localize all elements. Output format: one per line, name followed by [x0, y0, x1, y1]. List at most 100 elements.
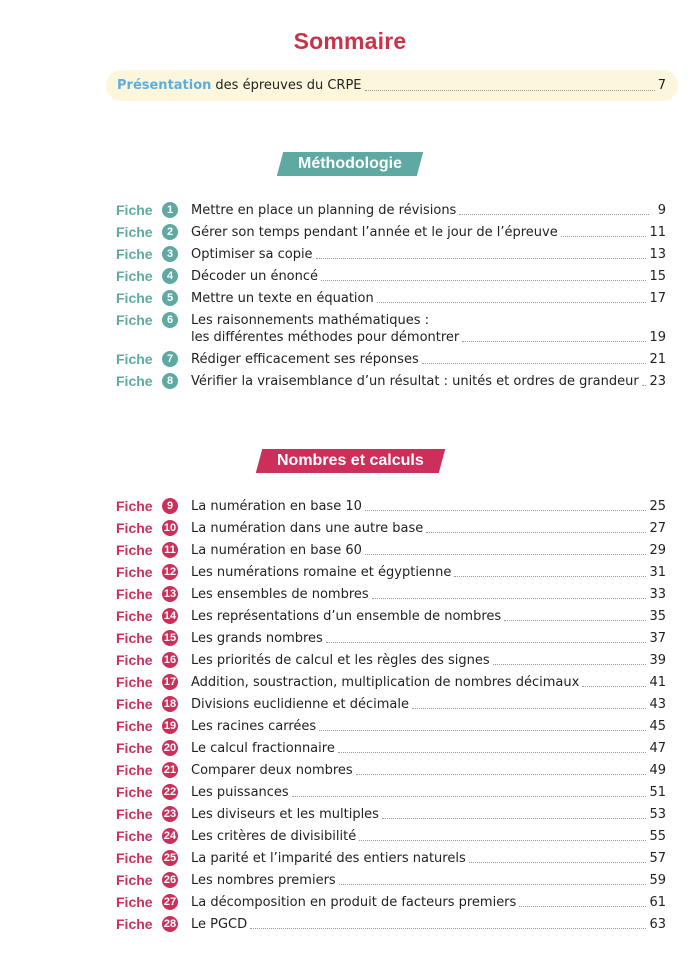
toc-entry[interactable]: Fiche 14 Les représentations d’un ensembl…: [116, 608, 666, 625]
page-number: 37: [649, 631, 666, 646]
leader-dots: [582, 686, 647, 687]
section-header-methodologie: Méthodologie: [0, 152, 700, 176]
entry-title: Les représentations d’un ensemble de nom…: [191, 609, 502, 624]
leader-dots: [250, 928, 647, 929]
toc-entry[interactable]: Fiche 28 Le PGCD 63: [116, 916, 666, 933]
fiche-number-badge: 18: [162, 696, 178, 712]
page-number: 15: [649, 269, 666, 284]
fiche-number-badge: 25: [162, 850, 178, 866]
toc-entry[interactable]: Fiche 2 Gérer son temps pendant l’année e…: [116, 224, 666, 241]
fiche-number-badge: 4: [162, 268, 178, 284]
toc-entry[interactable]: Fiche 3 Optimiser sa copie 13: [116, 246, 666, 263]
toc-entry[interactable]: Fiche 5 Mettre un texte en équation 17: [116, 290, 666, 307]
fiche-label: Fiche: [116, 498, 153, 514]
page-number: 29: [649, 543, 666, 558]
leader-dots: [315, 258, 647, 259]
fiche-label: Fiche: [116, 246, 153, 262]
fiche-label: Fiche: [116, 202, 153, 218]
leader-dots: [364, 510, 647, 511]
entry-title: Les racines carrées: [191, 719, 317, 734]
toc-entry[interactable]: Fiche 20 Le calcul fractionnaire 47: [116, 740, 666, 757]
fiche-label: Fiche: [116, 806, 153, 822]
fiche-label: Fiche: [116, 696, 153, 712]
fiche-number-badge: 1: [162, 202, 178, 218]
leader-dots: [411, 708, 647, 709]
leader-dots: [519, 906, 647, 907]
entry-title: Gérer son temps pendant l’année et le jo…: [191, 225, 558, 240]
fiche-label: Fiche: [116, 784, 153, 800]
fiche-number-badge: 16: [162, 652, 178, 668]
fiche-number-badge: 6: [162, 312, 178, 328]
entry-title: Mettre un texte en équation: [191, 291, 374, 306]
toc-entry[interactable]: Fiche 16 Les priorités de calcul et les r…: [116, 652, 666, 669]
fiche-label: Fiche: [116, 564, 153, 580]
fiche-number-badge: 12: [162, 564, 178, 580]
fiche-number-badge: 22: [162, 784, 178, 800]
toc-entry[interactable]: Fiche 13 Les ensembles de nombres 33: [116, 586, 666, 603]
toc-entry[interactable]: Fiche 17 Addition, soustraction, multipli…: [116, 674, 666, 691]
entry-title: La numération en base 60: [191, 543, 362, 558]
fiche-label: Fiche: [116, 351, 153, 367]
page-number: 59: [649, 873, 666, 888]
page-number: 61: [649, 895, 666, 910]
entry-title: Le PGCD: [191, 917, 248, 932]
fiche-label: Fiche: [116, 373, 153, 389]
fiche-number-badge: 13: [162, 586, 178, 602]
page-number: 9: [657, 203, 666, 218]
page-number: 11: [649, 225, 666, 240]
toc-entry[interactable]: Fiche 18 Divisions euclidienne et décimal…: [116, 696, 666, 713]
toc-entry[interactable]: Fiche 23 Les diviseurs et les multiples 53: [116, 806, 666, 823]
fiche-number-badge: 14: [162, 608, 178, 624]
page-number: 25: [649, 499, 666, 514]
toc-entry[interactable]: Fiche 7 Rédiger efficacement ses réponses…: [116, 351, 666, 368]
leader-dots: [364, 554, 647, 555]
toc-entry[interactable]: Fiche 12 Les numérations romaine et égypt…: [116, 564, 666, 581]
toc-entry[interactable]: Fiche 8 Vérifier la vraisemblance d’un ré…: [116, 373, 666, 390]
toc-entry[interactable]: Fiche 21 Comparer deux nombres 49: [116, 762, 666, 779]
entry-title: La numération dans une autre base: [191, 521, 424, 536]
page-number: 33: [649, 587, 666, 602]
leader-dots: [504, 620, 647, 621]
toc-entry[interactable]: Fiche 27 La décomposition en produit de f…: [116, 894, 666, 911]
toc-entry[interactable]: Fiche 9 La numération en base 10 25: [116, 498, 666, 515]
fiche-label: Fiche: [116, 586, 153, 602]
entry-title: Vérifier la vraisemblance d’un résultat …: [191, 374, 639, 389]
leader-dots: [641, 385, 647, 386]
fiche-number-badge: 11: [162, 542, 178, 558]
toc-entry[interactable]: Fiche 11 La numération en base 60 29: [116, 542, 666, 559]
toc-entry[interactable]: Fiche 26 Les nombres premiers 59: [116, 872, 666, 889]
toc-entry[interactable]: Fiche 19 Les racines carrées 45: [116, 718, 666, 735]
page-number: 35: [649, 609, 666, 624]
entry-title: Les ensembles de nombres: [191, 587, 369, 602]
fiche-label: Fiche: [116, 608, 153, 624]
toc-entry[interactable]: Fiche 6 Les raisonnements mathématiques :…: [116, 312, 666, 346]
fiche-number-badge: 20: [162, 740, 178, 756]
fiche-label: Fiche: [116, 872, 153, 888]
fiche-number-badge: 28: [162, 916, 178, 932]
toc-entry[interactable]: Fiche 22 Les puissances 51: [116, 784, 666, 801]
leader-dots: [454, 576, 647, 577]
presentation-entry[interactable]: Présentation des épreuves du CRPE 7: [106, 70, 678, 101]
toc-entry[interactable]: Fiche 25 La parité et l’imparité des enti…: [116, 850, 666, 867]
toc-entry[interactable]: Fiche 24 Les critères de divisibilité 55: [116, 828, 666, 845]
leader-dots: [492, 664, 647, 665]
leader-dots: [321, 280, 647, 281]
fiche-number-badge: 8: [162, 373, 178, 389]
presentation-highlight: Présentation: [117, 78, 212, 93]
methodologie-list: Fiche 1 Mettre en place un planning de ré…: [116, 202, 666, 395]
fiche-label: Fiche: [116, 542, 153, 558]
section-header-nombres-et-calculs: Nombres et calculs: [0, 449, 700, 473]
page-number: 51: [649, 785, 666, 800]
toc-entry[interactable]: Fiche 4 Décoder un énoncé 15: [116, 268, 666, 285]
page-number: 17: [649, 291, 666, 306]
fiche-label: Fiche: [116, 674, 153, 690]
entry-title: Optimiser sa copie: [191, 247, 313, 262]
page-number: 31: [649, 565, 666, 580]
entry-title: Addition, soustraction, multiplication d…: [191, 675, 580, 690]
entry-title: Les priorités de calcul et les règles de…: [191, 653, 490, 668]
toc-entry[interactable]: Fiche 15 Les grands nombres 37: [116, 630, 666, 647]
toc-entry[interactable]: Fiche 1 Mettre en place un planning de ré…: [116, 202, 666, 219]
leader-dots: [338, 884, 647, 885]
leader-dots: [319, 730, 647, 731]
toc-entry[interactable]: Fiche 10 La numération dans une autre bas…: [116, 520, 666, 537]
